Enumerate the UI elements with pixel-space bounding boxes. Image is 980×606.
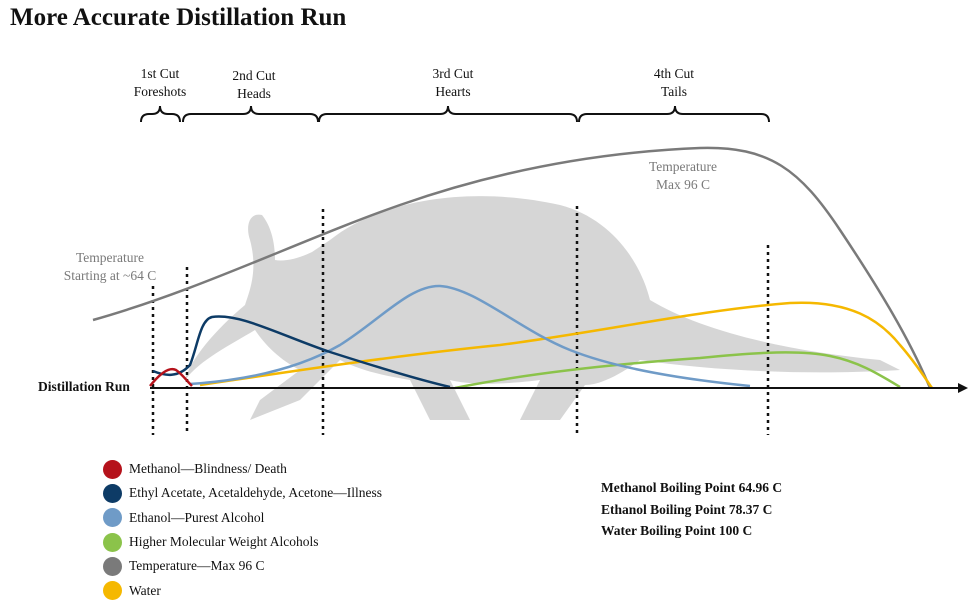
temp-max-label-line2: Max 96 C bbox=[656, 177, 710, 192]
cut-3-label-line2: Hearts bbox=[435, 84, 470, 99]
higher-alcohols-curve bbox=[454, 351, 901, 390]
legend: Methanol—Blindness/ Death Ethyl Acetate,… bbox=[103, 457, 382, 603]
brace-hearts bbox=[318, 105, 578, 123]
boiling-point-water: Water Boiling Point 100 C bbox=[601, 523, 753, 538]
legend-swatch-higher-alcohols bbox=[103, 532, 122, 552]
brace-foreshots bbox=[140, 105, 181, 123]
legend-item-ethanol: Ethanol—Purest Alcohol bbox=[103, 506, 382, 530]
legend-item-methanol: Methanol—Blindness/ Death bbox=[103, 457, 382, 481]
boiling-point-methanol: Methanol Boiling Point 64.96 C bbox=[601, 480, 783, 495]
legend-swatch-temperature bbox=[103, 556, 122, 576]
page-title: More Accurate Distillation Run bbox=[10, 4, 347, 31]
cut-2-label-line1: 2nd Cut bbox=[232, 68, 275, 83]
legend-label-temperature: Temperature—Max 96 C bbox=[129, 558, 265, 574]
legend-label-ethanol: Ethanol—Purest Alcohol bbox=[129, 509, 265, 525]
cut-lines bbox=[151, 206, 770, 435]
legend-item-higher-alcohols: Higher Molecular Weight Alcohols bbox=[103, 530, 382, 554]
boiling-points: Methanol Boiling Point 64.96 C Ethanol B… bbox=[601, 480, 782, 545]
distillation-axis bbox=[150, 383, 968, 393]
legend-item-water: Water bbox=[103, 578, 382, 602]
brace-heads bbox=[182, 105, 319, 123]
temp-start-label-line1: Temperature bbox=[76, 250, 144, 265]
cut-2-label-line2: Heads bbox=[237, 86, 271, 101]
aardvark-silhouette bbox=[185, 196, 900, 420]
legend-label-ethyl-acetate: Ethyl Acetate, Acetaldehyde, Acetone—Ill… bbox=[129, 485, 383, 501]
legend-item-temperature: Temperature—Max 96 C bbox=[103, 554, 382, 578]
cut-1-label-line2: Foreshots bbox=[134, 84, 187, 99]
legend-swatch-water bbox=[103, 581, 122, 601]
legend-swatch-ethanol bbox=[103, 508, 122, 528]
ethyl-acetate-curve bbox=[152, 315, 451, 389]
legend-swatch-ethyl-acetate bbox=[103, 483, 122, 503]
axis-label: Distillation Run bbox=[38, 379, 130, 394]
brace-tails bbox=[578, 105, 770, 123]
methanol-curve bbox=[149, 367, 193, 387]
boiling-point-ethanol: Ethanol Boiling Point 78.37 C bbox=[601, 501, 773, 517]
legend-item-ethyl-acetate: Ethyl Acetate, Acetaldehyde, Acetone—Ill… bbox=[103, 481, 382, 505]
legend-label-higher-alcohols: Higher Molecular Weight Alcohols bbox=[129, 534, 319, 550]
temp-max-label-line1: Temperature bbox=[649, 159, 717, 174]
cut-4-label-line1: 4th Cut bbox=[654, 66, 694, 81]
cut-braces bbox=[140, 105, 770, 123]
temp-start-label-line2: Starting at ~64 C bbox=[64, 268, 156, 283]
legend-swatch-methanol bbox=[103, 459, 122, 479]
cut-3-label-line1: 3rd Cut bbox=[433, 66, 474, 81]
ethanol-curve bbox=[189, 284, 751, 388]
legend-label-methanol: Methanol—Blindness/ Death bbox=[129, 461, 287, 477]
axis-arrowhead bbox=[958, 383, 968, 393]
cut-4-label-line2: Tails bbox=[661, 84, 687, 99]
cut-1-label-line1: 1st Cut bbox=[141, 66, 180, 81]
legend-label-water: Water bbox=[129, 582, 161, 598]
temperature-curve bbox=[92, 146, 932, 389]
